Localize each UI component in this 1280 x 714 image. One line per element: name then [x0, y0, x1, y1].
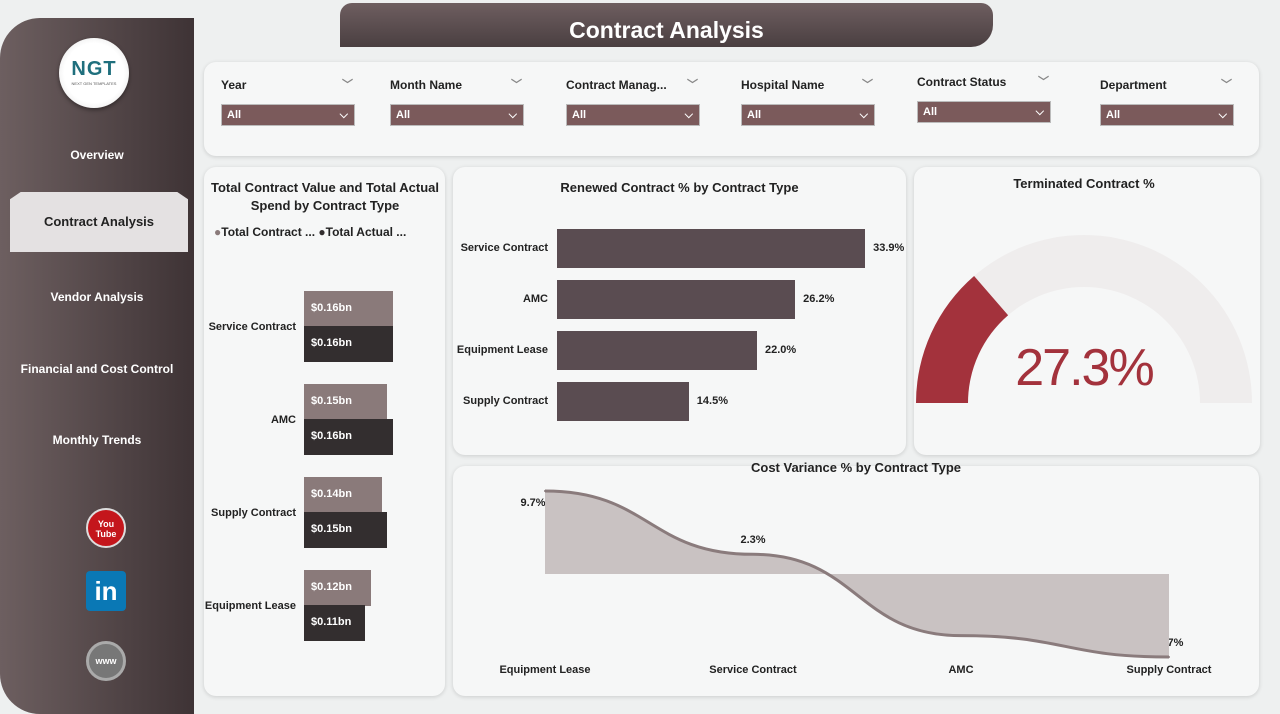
chevron-down-icon: ⌵	[859, 109, 868, 121]
x-tick-label: Supply Contract	[1126, 664, 1212, 676]
category-label: Service Contract	[460, 242, 548, 254]
chevron-down-icon: ⌵	[339, 109, 348, 121]
data-label: 14.5%	[696, 395, 728, 407]
filter-4: Contract Status ﹀ All ⌵	[917, 75, 1051, 123]
data-label: 2.3%	[740, 534, 766, 547]
category-label: Equipment Lease	[204, 600, 296, 612]
data-point[interactable]	[544, 489, 546, 492]
nav-vendor-analysis[interactable]: Vendor Analysis	[50, 290, 144, 304]
filter-label: Contract Status ﹀	[917, 75, 1049, 89]
data-label: 26.2%	[803, 293, 835, 305]
nav-contract-analysis[interactable]: Contract Analysis	[10, 192, 188, 252]
bar-actual[interactable]	[304, 512, 388, 548]
gauge-fill	[916, 275, 1009, 403]
data-point[interactable]	[1168, 656, 1170, 659]
area-fill	[545, 490, 1169, 658]
filter-dropdown[interactable]: All ⌵	[390, 104, 524, 126]
bar-contract[interactable]	[304, 570, 371, 606]
data-label: $0.11bn	[311, 616, 352, 628]
data-label: $0.15bn	[311, 523, 352, 535]
bar-renewed[interactable]	[557, 229, 866, 268]
filter-3: Hospital Name ﹀ All ⌵	[741, 78, 875, 126]
filter-dropdown[interactable]: All ⌵	[566, 104, 700, 126]
bar-contract[interactable]	[304, 291, 393, 327]
chevron-down-icon[interactable]: ﹀	[687, 79, 698, 91]
data-point[interactable]	[960, 634, 962, 637]
chart-title: Renewed Contract % by Contract Type	[560, 180, 799, 195]
filter-dropdown[interactable]: All ⌵	[917, 101, 1051, 123]
x-tick-label: AMC	[948, 664, 974, 676]
chevron-down-icon[interactable]: ﹀	[1038, 76, 1049, 88]
filter-5: Department ﹀ All ⌵	[1100, 78, 1234, 126]
page-title: Contract Analysis	[569, 17, 764, 43]
filter-label: Department ﹀	[1100, 78, 1232, 92]
filter-label: Hospital Name ﹀	[741, 78, 873, 92]
bar-actual[interactable]	[304, 605, 366, 641]
globe-icon[interactable]: www	[86, 641, 126, 681]
filter-label: Year ﹀	[221, 78, 353, 92]
filter-label: Contract Manag... ﹀	[566, 78, 698, 92]
chevron-down-icon: ⌵	[508, 109, 517, 121]
data-label: $0.14bn	[311, 488, 352, 500]
filter-panel	[204, 62, 1259, 156]
youtube-icon[interactable]: You Tube	[86, 508, 126, 548]
data-label: 22.0%	[764, 344, 797, 356]
sidebar: NGT NEXT GEN TEMPLATES Overview Contract …	[0, 18, 194, 714]
filter-1: Month Name ﹀ All ⌵	[390, 78, 524, 126]
filter-2: Contract Manag... ﹀ All ⌵	[566, 78, 700, 126]
chevron-down-icon: ⌵	[1035, 106, 1044, 118]
gauge-value: 27.3%	[1015, 339, 1154, 397]
category-label: Service Contract	[208, 321, 296, 333]
filter-dropdown[interactable]: All ⌵	[1100, 104, 1234, 126]
filter-label: Month Name ﹀	[390, 78, 522, 92]
bar-renewed[interactable]	[557, 280, 796, 319]
data-label: 9.7%	[520, 496, 546, 509]
filter-dropdown[interactable]: All ⌵	[741, 104, 875, 126]
chevron-down-icon[interactable]: ﹀	[1221, 79, 1232, 91]
data-label: 33.9%	[873, 242, 905, 254]
category-label: Equipment Lease	[456, 344, 548, 356]
data-label: $0.12bn	[311, 581, 352, 593]
filter-dropdown[interactable]: All ⌵	[221, 104, 355, 126]
legend-dot-contract: ●	[214, 225, 222, 239]
nav-overview[interactable]: Overview	[70, 148, 124, 162]
chevron-down-icon: ⌵	[684, 109, 693, 121]
chart-title: Cost Variance % by Contract Type	[751, 460, 961, 475]
bar-actual[interactable]	[304, 419, 393, 455]
chart-title: Total Contract Value and Total Actual Sp…	[210, 180, 439, 213]
data-point[interactable]	[752, 553, 754, 556]
bar-renewed[interactable]	[557, 382, 689, 421]
bar-actual[interactable]	[304, 326, 393, 362]
chevron-down-icon[interactable]: ﹀	[342, 79, 353, 91]
chevron-down-icon[interactable]: ﹀	[862, 79, 873, 91]
bar-contract[interactable]	[304, 384, 388, 420]
x-tick-label: Equipment Lease	[499, 664, 591, 676]
legend-dot-actual: ●	[318, 225, 326, 239]
chevron-down-icon: ⌵	[1218, 109, 1227, 121]
data-label: $0.16bn	[311, 430, 352, 442]
x-tick-label: Service Contract	[709, 664, 797, 676]
gauge-track	[916, 235, 1252, 403]
chevron-down-icon[interactable]: ﹀	[511, 79, 522, 91]
chart-title: Terminated Contract %	[1013, 176, 1155, 191]
area-line	[544, 489, 1170, 659]
logo: NGT NEXT GEN TEMPLATES	[59, 38, 129, 108]
nav-monthly-trends[interactable]: Monthly Trends	[52, 433, 142, 447]
category-label: AMC	[522, 293, 548, 305]
bar-contract[interactable]	[304, 477, 382, 513]
title-bar: Contract Analysis	[340, 3, 993, 47]
legend: ●Total Contract ... ●Total Actual ...	[214, 225, 407, 239]
category-label: Supply Contract	[463, 395, 548, 407]
filter-0: Year ﹀ All ⌵	[221, 78, 355, 126]
data-label: $0.15bn	[311, 395, 352, 407]
bar-renewed[interactable]	[557, 331, 757, 370]
category-label: Supply Contract	[211, 507, 296, 519]
category-label: AMC	[270, 414, 296, 426]
linkedin-icon[interactable]: in	[86, 571, 126, 611]
data-label: $0.16bn	[311, 302, 352, 314]
nav-financial-cost-control[interactable]: Financial and Cost Control	[20, 362, 174, 376]
data-label: $0.16bn	[311, 337, 352, 349]
